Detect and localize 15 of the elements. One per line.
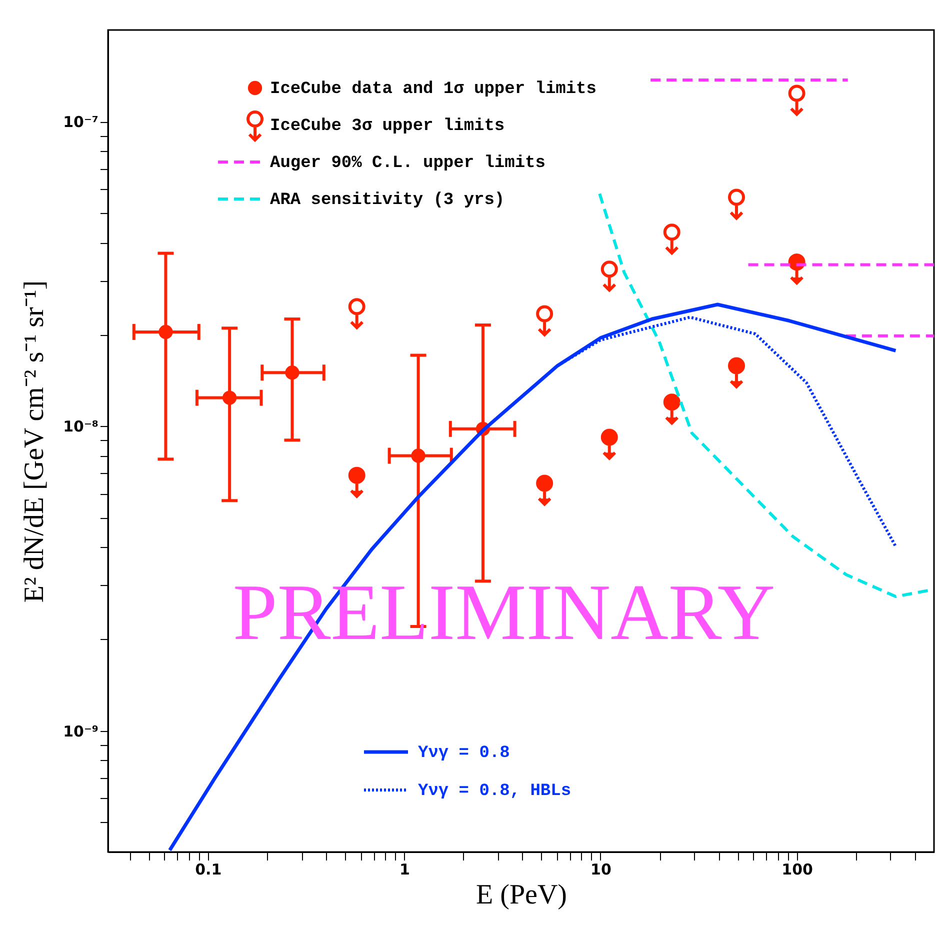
- legend-label: ARA sensitivity (3 yrs): [270, 191, 505, 210]
- legend-label: IceCube data and 1σ upper limits: [270, 80, 596, 99]
- y-tick-label: 10⁻⁸: [63, 418, 98, 436]
- y-axis-title: E² dN/dE [GeV cm⁻² s⁻¹ sr⁻¹]: [19, 280, 50, 603]
- x-axis-title: E (PeV): [476, 880, 567, 910]
- y-tick-label: 10⁻⁷: [63, 113, 98, 132]
- y-tick-label: 10⁻⁹: [63, 722, 98, 740]
- legend-label: IceCube 3σ upper limits: [270, 117, 505, 136]
- x-tick-label: 10: [590, 860, 612, 878]
- legend-label: Auger 90% C.L. upper limits: [270, 154, 546, 173]
- x-tick-label: 0.1: [195, 860, 222, 878]
- legend-label: Yνγ = 0.8, HBLs: [418, 782, 572, 801]
- x-tick-label: 100: [782, 860, 813, 878]
- x-tick-label: 1: [399, 860, 410, 878]
- legend-label: Yνγ = 0.8: [418, 744, 510, 763]
